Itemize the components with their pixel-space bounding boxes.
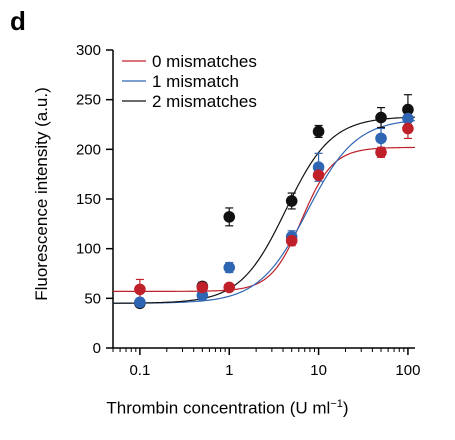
- data-point: [285, 234, 298, 247]
- data-point: [196, 289, 209, 302]
- data-point: [312, 161, 325, 174]
- x-tick-label: 1: [225, 362, 233, 379]
- fit-curve: [113, 146, 416, 292]
- y-tick-label: 50: [84, 290, 101, 307]
- data-point: [312, 125, 325, 138]
- data-point: [375, 146, 387, 159]
- data-point: [223, 211, 236, 223]
- error-bars: [135, 94, 412, 307]
- fit-curves: [112, 116, 416, 304]
- x-axis-label-end: ): [342, 398, 349, 418]
- fit-curve: [113, 116, 416, 304]
- legend-label: 0 mismatches: [152, 52, 257, 71]
- y-tick-label: 150: [76, 191, 101, 208]
- fit-curve: [112, 120, 416, 304]
- data-point: [375, 132, 387, 145]
- legend-label: 2 mismatches: [152, 92, 257, 111]
- data-point: [134, 296, 146, 309]
- data-point: [402, 122, 414, 135]
- data-point: [134, 283, 146, 296]
- y-tick-label: 0: [93, 340, 101, 357]
- y-tick-label: 100: [76, 241, 101, 258]
- x-tick-label: 10: [310, 362, 327, 379]
- y-tick-label: 300: [76, 42, 101, 59]
- axes: 0 50 100 150 200 250 300 0.1 1 10 100: [76, 42, 420, 379]
- data-point: [223, 261, 236, 274]
- y-tick-label: 250: [76, 92, 101, 109]
- y-axis-label: Fluorescence intensity (a.u.): [32, 87, 51, 301]
- x-tick-label: 0.1: [129, 362, 150, 379]
- y-tick-label: 200: [76, 141, 101, 158]
- x-axis-label-sup: −1: [330, 398, 343, 410]
- data-point: [223, 281, 236, 294]
- data-point: [402, 103, 414, 116]
- panel-label: d: [10, 6, 26, 36]
- data-point: [285, 195, 298, 207]
- x-axis-label-main: Thrombin concentration (U ml: [106, 398, 331, 418]
- data-point: [196, 281, 209, 294]
- x-axis-label: Thrombin concentration (U ml−1): [0, 398, 455, 419]
- x-tick-label: 100: [395, 362, 420, 379]
- data-point: [375, 111, 387, 124]
- legend-label: 1 mismatch: [152, 72, 239, 91]
- data-point: [402, 112, 414, 125]
- data-point: [312, 169, 325, 181]
- data-points: [134, 103, 414, 310]
